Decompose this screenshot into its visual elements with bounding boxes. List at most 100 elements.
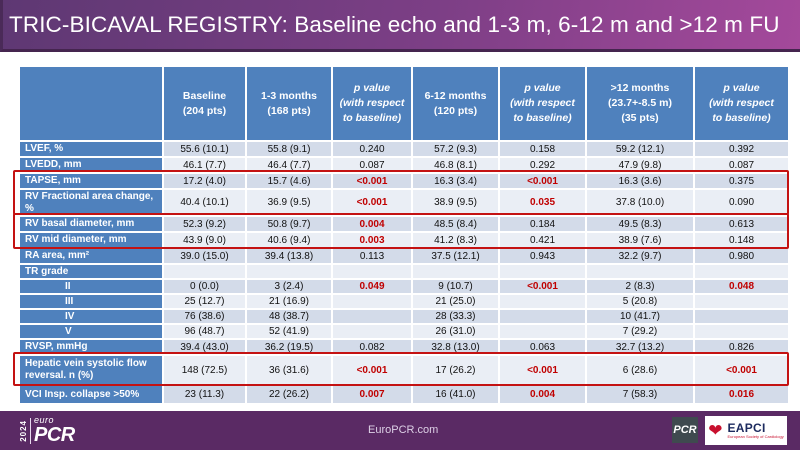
table-cell: 37.5 (12.1) (411, 247, 500, 265)
table-cell: 57.2 (9.3) (411, 140, 500, 158)
row-label: TR grade (18, 263, 164, 280)
table-cell: 0.016 (693, 384, 790, 405)
table-cell: 46.1 (7.7) (162, 156, 247, 174)
table-cell: 0.158 (498, 140, 587, 158)
table-cell (498, 263, 587, 280)
echo-table-wrap: Baseline (204 pts) 1-3 months (168 pts) p va… (13, 65, 790, 405)
column-header: p value (with respect to baseline) (498, 65, 587, 142)
table-row: Hepatic vein systolic flow reversal. n (… (18, 354, 790, 386)
table-row: V 96 (48.7) 52 (41.9) 26 (31.0) 7 (29.2) (18, 323, 790, 340)
table-row: RVSP, mmHg 39.4 (43.0) 36.2 (19.5) 0.082 32.… (18, 338, 790, 356)
table-cell: 26 (31.0) (411, 323, 500, 340)
table-cell: 0.004 (498, 384, 587, 405)
table-cell: 22 (26.2) (245, 384, 333, 405)
table-cell: 55.8 (9.1) (245, 140, 333, 158)
table-cell: 0.240 (331, 140, 413, 158)
table-cell: 0.292 (498, 156, 587, 174)
table-cell: 17 (26.2) (411, 354, 500, 386)
table-row: RV mid diameter, mm 43.9 (9.0) 40.6 (9.4) 0… (18, 231, 790, 249)
table-cell: 0.826 (693, 338, 790, 356)
table-row: III 25 (12.7) 21 (16.9) 21 (25.0) 5 (20.8) (18, 293, 790, 310)
table-cell: 41.2 (8.3) (411, 231, 500, 249)
table-cell: 16 (41.0) (411, 384, 500, 405)
table-cell: 0.113 (331, 247, 413, 265)
table-cell: 0.035 (498, 188, 587, 217)
table-cell (693, 308, 790, 325)
table-cell: 47.9 (9.8) (585, 156, 695, 174)
table-cell: 36.2 (19.5) (245, 338, 333, 356)
table-cell: 0.007 (331, 384, 413, 405)
table-row: II 0 (0.0) 3 (2.4) 0.049 9 (10.7) <0.001 2 (8.… (18, 278, 790, 295)
table-cell (331, 323, 413, 340)
table-header-row: Baseline (204 pts) 1-3 months (168 pts) p va… (18, 65, 790, 142)
table-cell (245, 263, 333, 280)
table-cell: 148 (72.5) (162, 354, 247, 386)
table-cell: 59.2 (12.1) (585, 140, 695, 158)
table-row: TAPSE, mm 17.2 (4.0) 15.7 (4.6) <0.001 16.3 … (18, 172, 790, 190)
table-cell: 28 (33.3) (411, 308, 500, 325)
table-cell: 46.4 (7.7) (245, 156, 333, 174)
table-cell: 40.6 (9.4) (245, 231, 333, 249)
table-cell: 23 (11.3) (162, 384, 247, 405)
table-cell (498, 308, 587, 325)
table-cell: 0.063 (498, 338, 587, 356)
table-row: TR grade (18, 263, 790, 280)
table-cell: 96 (48.7) (162, 323, 247, 340)
table-cell: 36 (31.6) (245, 354, 333, 386)
table-cell (331, 308, 413, 325)
eapci-name: EAPCI (727, 420, 766, 435)
table-cell: 55.6 (10.1) (162, 140, 247, 158)
table-cell: <0.001 (498, 172, 587, 190)
column-header: p value (with respect to baseline) (693, 65, 790, 142)
column-header: 1-3 months (168 pts) (245, 65, 333, 142)
table-cell: 15.7 (4.6) (245, 172, 333, 190)
table-cell: 10 (41.7) (585, 308, 695, 325)
table-cell: <0.001 (693, 354, 790, 386)
table-cell: 0.087 (331, 156, 413, 174)
table-cell: 37.8 (10.0) (585, 188, 695, 217)
row-label: TAPSE, mm (18, 172, 164, 190)
table-cell (162, 263, 247, 280)
table-cell: 17.2 (4.0) (162, 172, 247, 190)
row-label: Hepatic vein systolic flow reversal. n (… (18, 354, 164, 386)
table-cell: 0.004 (331, 215, 413, 233)
table-cell (498, 323, 587, 340)
table-row: RV basal diameter, mm 52.3 (9.2) 50.8 (9.7… (18, 215, 790, 233)
table-row: RA area, mm² 39.0 (15.0) 39.4 (13.8) 0.113 3… (18, 247, 790, 265)
table-cell: 46.8 (8.1) (411, 156, 500, 174)
table-cell: 0.421 (498, 231, 587, 249)
table-row: LVEF, % 55.6 (10.1) 55.8 (9.1) 0.240 57.2 (9… (18, 140, 790, 158)
corner-cell (18, 65, 164, 142)
table-cell: 52.3 (9.2) (162, 215, 247, 233)
table-cell: <0.001 (331, 354, 413, 386)
logo-divider (30, 417, 31, 444)
table-cell: 48 (38.7) (245, 308, 333, 325)
column-header: p value (with respect to baseline) (331, 65, 413, 142)
table-cell: 52 (41.9) (245, 323, 333, 340)
table-cell: 32.7 (13.2) (585, 338, 695, 356)
table-cell: <0.001 (498, 278, 587, 295)
table-cell: 50.8 (9.7) (245, 215, 333, 233)
table-cell: 0 (0.0) (162, 278, 247, 295)
row-label: LVEF, % (18, 140, 164, 158)
table-cell: 3 (2.4) (245, 278, 333, 295)
eapci-logo: ❤ EAPCI European Society of Cardiology (705, 416, 787, 445)
row-label: RA area, mm² (18, 247, 164, 265)
table-cell: 48.5 (8.4) (411, 215, 500, 233)
table-cell: 39.0 (15.0) (162, 247, 247, 265)
table-cell (693, 293, 790, 310)
table-cell: 0.090 (693, 188, 790, 217)
table-cell (693, 323, 790, 340)
row-label: RV Fractional area change, % (18, 188, 164, 217)
table-cell (411, 263, 500, 280)
table-cell: 40.4 (10.1) (162, 188, 247, 217)
europcr-site-link: EuroPCR.com (368, 424, 439, 436)
table-cell: 0.148 (693, 231, 790, 249)
table-cell: 7 (29.2) (585, 323, 695, 340)
logo-euro-text: euro (34, 415, 55, 425)
table-cell: 76 (38.6) (162, 308, 247, 325)
table-cell: 21 (16.9) (245, 293, 333, 310)
table-cell: 0.613 (693, 215, 790, 233)
table-cell: 6 (28.6) (585, 354, 695, 386)
